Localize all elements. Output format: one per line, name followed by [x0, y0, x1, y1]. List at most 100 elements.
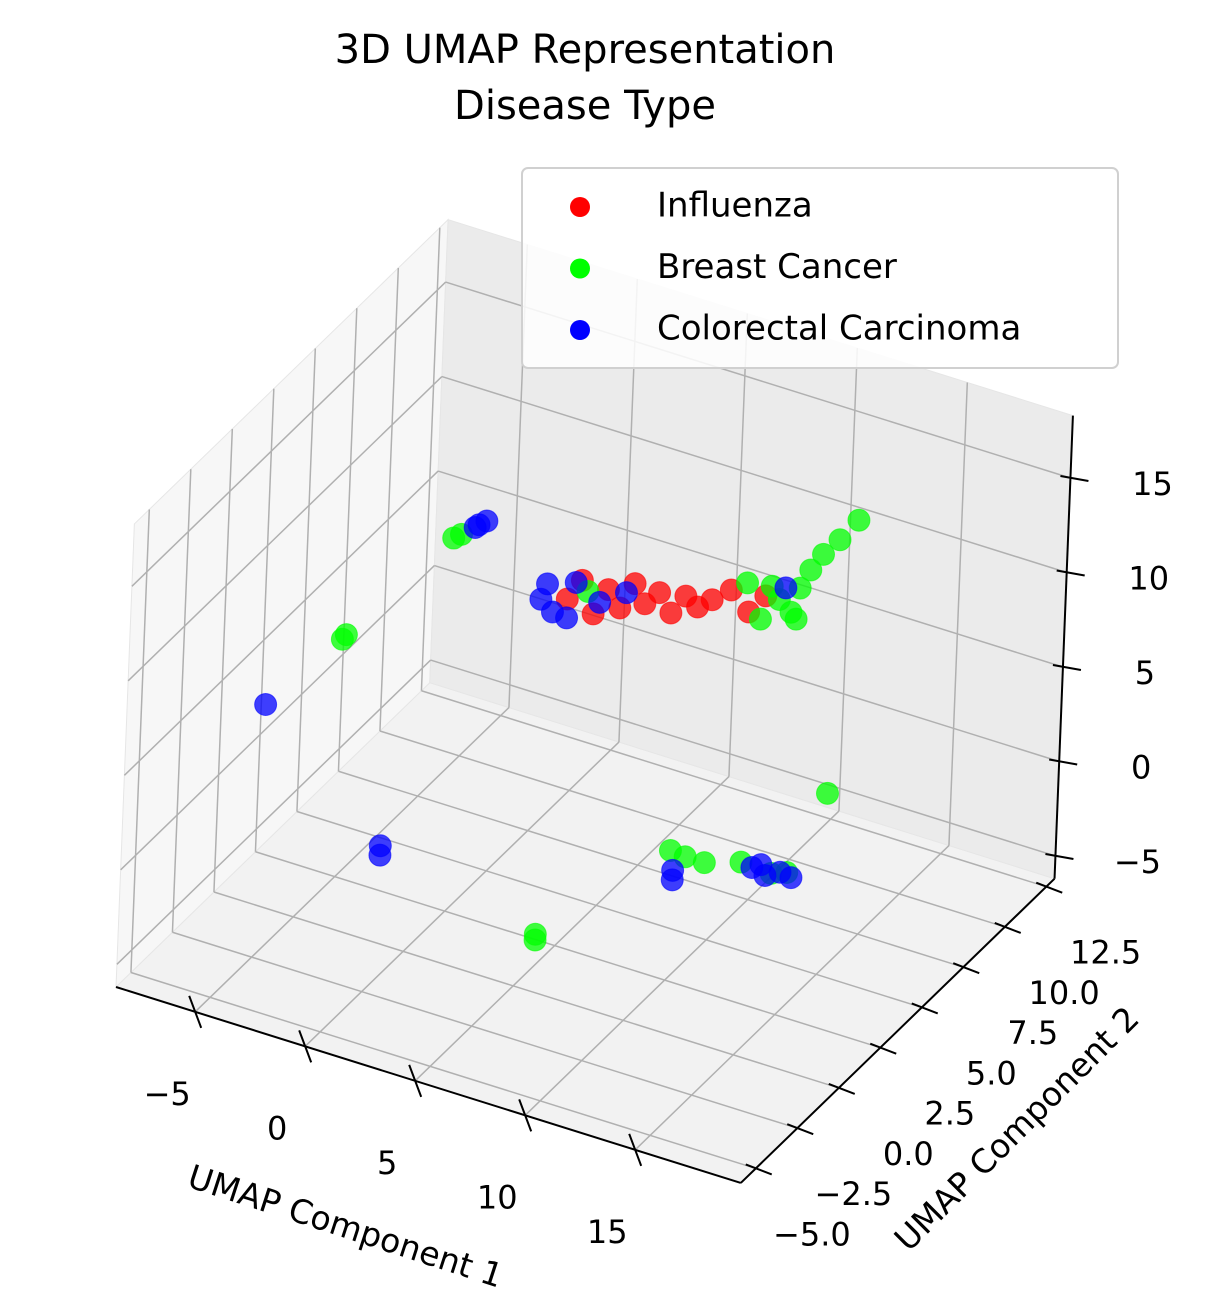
grid-line [130, 971, 756, 1170]
data-point [692, 851, 716, 875]
x-axis-label: UMAP Component 1 [183, 1157, 508, 1296]
y-tick [745, 1163, 773, 1176]
data-point [564, 570, 588, 594]
grid-line [194, 707, 510, 1013]
grid-line [127, 375, 443, 682]
z-tick-label: 0 [1131, 748, 1151, 786]
x-tick [188, 995, 203, 1029]
legend-marker [570, 197, 590, 217]
y-tick-label: 12.5 [1070, 934, 1141, 972]
grid-line [420, 227, 441, 691]
y-tick-label: −5.0 [773, 1215, 851, 1253]
panes [115, 218, 1074, 1184]
grid-line [254, 388, 275, 852]
chart-title: 3D UMAP Representation [335, 27, 836, 73]
data-point [700, 588, 724, 612]
grid-line [120, 564, 435, 871]
y-tick [994, 922, 1022, 934]
z-axis-label: UMAP Component 3 [1217, 576, 1221, 905]
grid-line [414, 776, 730, 1082]
z-tick [1049, 758, 1078, 766]
grid-line [213, 428, 234, 893]
y-tick [911, 1002, 939, 1015]
z-tick-label: 15 [1132, 465, 1173, 503]
grid-line [437, 470, 1064, 668]
grid-line [634, 845, 950, 1151]
data-point [828, 528, 852, 552]
grid-line [728, 313, 749, 777]
data-point [463, 516, 487, 540]
points [254, 508, 871, 952]
legend-marker [570, 320, 590, 340]
data-point [368, 834, 392, 858]
data-point [847, 508, 871, 532]
data-point [779, 866, 803, 890]
grid-line [255, 851, 881, 1049]
y-tick [786, 1123, 814, 1136]
grid-line [948, 382, 969, 846]
x-tick-label: 10 [477, 1178, 518, 1216]
data-point [334, 623, 358, 647]
x-tick-label: 5 [377, 1144, 397, 1182]
x-tick [408, 1064, 423, 1098]
data-point [659, 601, 683, 625]
grid-line [123, 470, 439, 776]
grid-line [171, 469, 192, 933]
y-tick-label: 0.0 [883, 1135, 934, 1173]
y-tick-label: 5.0 [966, 1054, 1017, 1092]
axis-line [1053, 415, 1074, 879]
z-tick-label: 5 [1135, 654, 1155, 692]
grid-line [421, 690, 1047, 888]
grid-line [116, 659, 432, 965]
z-tick-label: 10 [1128, 559, 1169, 597]
data-point [736, 571, 760, 595]
x-tick-label: 0 [267, 1109, 287, 1147]
grid-line [430, 659, 1056, 857]
data-point [661, 858, 685, 882]
legend-marker [570, 258, 590, 279]
z-tick [1060, 475, 1089, 482]
legend-label: Influenza [657, 186, 813, 226]
data-point [523, 922, 547, 946]
grid-line [304, 741, 620, 1047]
grid-line [131, 281, 447, 587]
legend-label: Colorectal Carcinoma [657, 309, 1021, 349]
grid-line [296, 348, 317, 812]
y-tick [952, 962, 980, 975]
x-tick-label: 15 [587, 1213, 628, 1251]
x-tick-label: −5 [144, 1075, 191, 1113]
y-tick [828, 1083, 856, 1095]
y-tick-label: 2.5 [924, 1095, 975, 1133]
grid-line [379, 730, 1005, 928]
data-point [648, 581, 672, 605]
legend-label: Breast Cancer [657, 247, 897, 287]
chart-subtitle: Disease Type [454, 83, 716, 129]
grid-line [172, 931, 798, 1129]
data-point [588, 590, 612, 614]
grid-line [296, 810, 922, 1009]
y-tick-label: 7.5 [1007, 1014, 1058, 1052]
z-tick [1056, 569, 1085, 577]
data-point [784, 607, 808, 631]
legend: Influenza Breast Cancer Colorectal Carcino… [521, 167, 1119, 369]
y-tick [1035, 881, 1063, 894]
grid-line [130, 509, 151, 973]
data-point [812, 542, 836, 566]
grid-line [338, 770, 964, 968]
data-point [536, 572, 560, 596]
x-tick [298, 1029, 313, 1063]
axes: −5 0 5 10 15 −5.0−2.50.02.55.07.510.012.5 −5 0 5… [115, 415, 1173, 1253]
data-point [254, 693, 278, 717]
axis-line [740, 877, 1056, 1184]
grid-line [213, 891, 839, 1089]
data-point [774, 576, 798, 600]
grid-line [441, 375, 1067, 574]
x-tick [518, 1098, 533, 1132]
y-tick-label: 10.0 [1028, 974, 1099, 1012]
data-point [815, 781, 839, 805]
grid-line [838, 347, 859, 812]
z-tick-label: −5 [1114, 843, 1161, 881]
z-tick [1045, 853, 1074, 860]
